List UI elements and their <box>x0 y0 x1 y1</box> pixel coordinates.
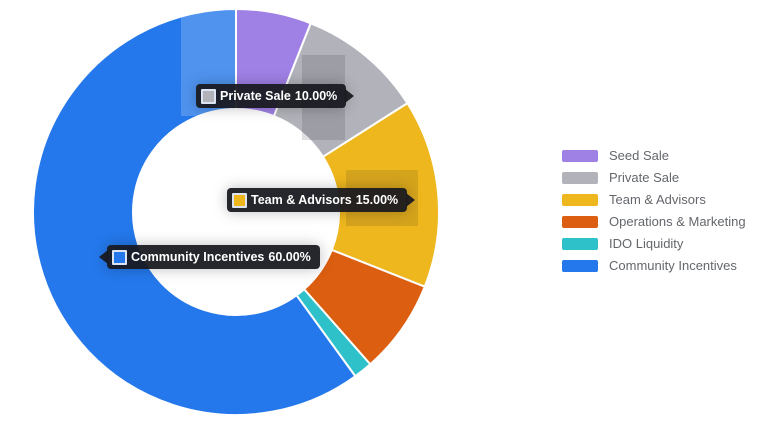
legend-label: Operations & Marketing <box>609 214 746 229</box>
legend-label: IDO Liquidity <box>609 236 684 251</box>
legend-swatch <box>562 150 598 162</box>
tooltip-swatch <box>232 192 247 208</box>
tooltip-pointer-right <box>345 89 355 103</box>
legend-label: Team & Advisors <box>609 192 706 207</box>
tooltip-value: 15.00% <box>355 193 399 207</box>
tooltip-pointer-left <box>99 250 108 264</box>
legend-label: Seed Sale <box>609 148 669 163</box>
legend-swatch <box>562 238 598 250</box>
legend-item-seed-sale[interactable]: Seed Sale <box>562 145 746 167</box>
legend-swatch <box>562 260 598 272</box>
tooltip-label: Private Sale <box>220 89 291 103</box>
tooltip-pointer-right <box>406 193 416 207</box>
legend-swatch <box>562 194 598 206</box>
legend-item-team-advisors[interactable]: Team & Advisors <box>562 189 746 211</box>
tooltip-value: 60.00% <box>268 250 311 264</box>
legend-item-ido-liquidity[interactable]: IDO Liquidity <box>562 233 746 255</box>
tooltip-team-advisors: Team & Advisors 15.00% <box>227 188 416 212</box>
legend: Seed Sale Private Sale Team & Advisors O… <box>562 145 746 277</box>
legend-label: Community Incentives <box>609 258 737 273</box>
tooltip-value: 10.00% <box>294 89 338 103</box>
slice-community-incentives[interactable] <box>32 8 357 416</box>
legend-item-community-incentives[interactable]: Community Incentives <box>562 255 746 277</box>
legend-swatch <box>562 172 598 184</box>
tooltip-label: Community Incentives <box>131 250 265 264</box>
tooltip-swatch <box>112 249 127 265</box>
tooltip-swatch <box>201 88 216 104</box>
legend-label: Private Sale <box>609 170 680 185</box>
legend-item-private-sale[interactable]: Private Sale <box>562 167 746 189</box>
tooltip-private-sale: Private Sale 10.00% <box>196 84 355 108</box>
legend-swatch <box>562 216 598 228</box>
legend-item-operations-marketing[interactable]: Operations & Marketing <box>562 211 746 233</box>
tooltip-label: Team & Advisors <box>251 193 352 207</box>
tooltip-community-incentives: Community Incentives 60.00% <box>99 245 320 269</box>
